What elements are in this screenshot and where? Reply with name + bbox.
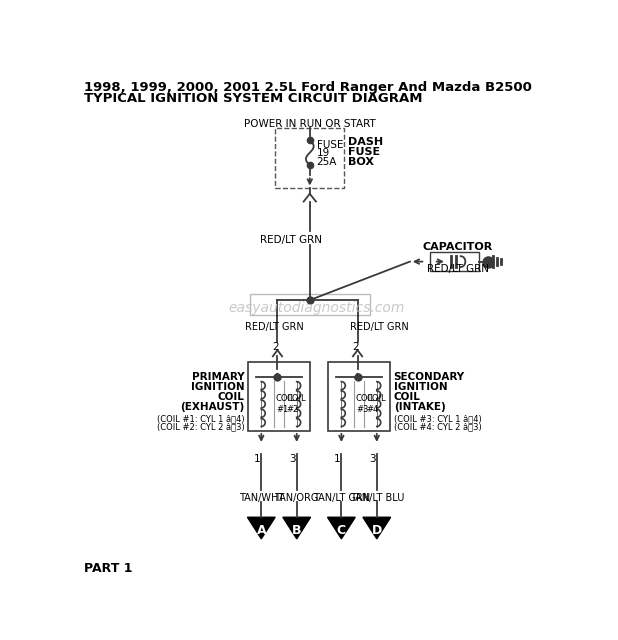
Text: TAN/LT BLU: TAN/LT BLU xyxy=(350,493,404,502)
Text: 3: 3 xyxy=(290,454,296,464)
Text: PRIMARY: PRIMARY xyxy=(192,372,244,381)
Text: TYPICAL IGNITION SYSTEM CIRCUIT DIAGRAM: TYPICAL IGNITION SYSTEM CIRCUIT DIAGRAM xyxy=(84,92,423,105)
Text: POWER IN RUN OR START: POWER IN RUN OR START xyxy=(244,119,376,129)
Text: 19: 19 xyxy=(317,148,330,159)
Text: 2: 2 xyxy=(352,342,359,351)
Text: CAPACITOR: CAPACITOR xyxy=(423,243,493,252)
Text: TAN/WHT: TAN/WHT xyxy=(239,493,284,502)
Text: RED/LT GRN: RED/LT GRN xyxy=(427,264,489,274)
Text: A: A xyxy=(256,524,266,537)
Text: COIL
#1: COIL #1 xyxy=(276,394,295,413)
Text: COIL: COIL xyxy=(218,392,244,402)
Text: C: C xyxy=(337,524,346,537)
Text: (COIL #3: CYL 1 â4): (COIL #3: CYL 1 â4) xyxy=(394,414,481,423)
Text: 1998, 1999, 2000, 2001 2.5L Ford Ranger And Mazda B2500: 1998, 1999, 2000, 2001 2.5L Ford Ranger … xyxy=(84,81,532,93)
Text: TAN/LT GRN: TAN/LT GRN xyxy=(313,493,370,502)
Text: (COIL #1: CYL 1 â4): (COIL #1: CYL 1 â4) xyxy=(157,414,244,423)
Text: D: D xyxy=(371,524,382,537)
Text: 25A: 25A xyxy=(317,157,337,167)
Text: (COIL #4: CYL 2 â3): (COIL #4: CYL 2 â3) xyxy=(394,422,481,431)
Text: DASH: DASH xyxy=(349,137,383,147)
Text: (EXHAUST): (EXHAUST) xyxy=(180,402,244,412)
Text: RED/LT GRN: RED/LT GRN xyxy=(260,235,322,244)
Text: (COIL #2: CYL 2 â3): (COIL #2: CYL 2 â3) xyxy=(156,422,244,431)
Text: PART 1: PART 1 xyxy=(84,562,133,575)
Polygon shape xyxy=(247,517,275,539)
Text: RED/LT GRN: RED/LT GRN xyxy=(245,322,304,332)
Text: COIL
#2: COIL #2 xyxy=(287,394,307,413)
Bar xyxy=(248,362,310,431)
Text: 3: 3 xyxy=(370,454,376,464)
Text: 1: 1 xyxy=(254,454,261,464)
Text: COIL
#3: COIL #3 xyxy=(356,394,376,413)
Text: FUSE: FUSE xyxy=(317,140,343,150)
Polygon shape xyxy=(328,517,355,539)
Text: SECONDARY: SECONDARY xyxy=(394,372,465,381)
Text: easyautodiagnostics.com: easyautodiagnostics.com xyxy=(229,301,405,315)
Text: COIL: COIL xyxy=(394,392,421,402)
Text: FUSE: FUSE xyxy=(349,147,381,157)
Text: (INTAKE): (INTAKE) xyxy=(394,402,446,412)
Text: B: B xyxy=(292,524,302,537)
Bar xyxy=(250,294,370,316)
Bar xyxy=(275,129,344,188)
Polygon shape xyxy=(283,517,311,539)
Text: BOX: BOX xyxy=(349,157,375,167)
Text: COIL
#4: COIL #4 xyxy=(366,394,386,413)
Text: 1: 1 xyxy=(334,454,341,464)
Text: RED/LT GRN: RED/LT GRN xyxy=(350,322,408,332)
Bar xyxy=(328,362,390,431)
Bar xyxy=(430,252,479,271)
Text: IGNITION: IGNITION xyxy=(191,381,244,392)
Polygon shape xyxy=(363,517,391,539)
Text: 2: 2 xyxy=(272,342,279,351)
Text: IGNITION: IGNITION xyxy=(394,381,447,392)
Text: TAN/ORG: TAN/ORG xyxy=(274,493,319,502)
